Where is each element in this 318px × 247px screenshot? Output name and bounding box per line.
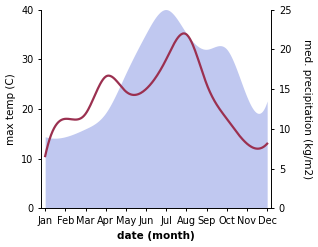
- X-axis label: date (month): date (month): [117, 231, 195, 242]
- Y-axis label: max temp (C): max temp (C): [5, 73, 16, 145]
- Y-axis label: med. precipitation (kg/m2): med. precipitation (kg/m2): [302, 39, 313, 179]
